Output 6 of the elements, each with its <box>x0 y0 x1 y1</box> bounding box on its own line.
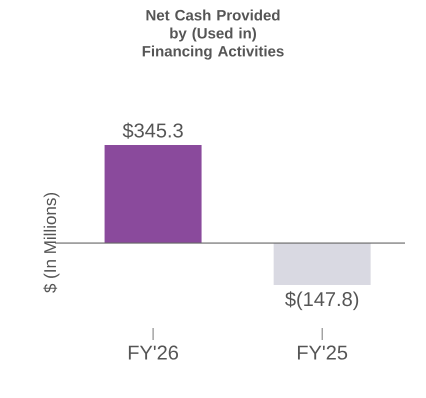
y-axis-title: $ (In Millions) <box>43 193 60 293</box>
x-tick-label: FY'26 <box>128 346 178 360</box>
x-tick-label: FY'25 <box>298 346 348 360</box>
chart-title: Net Cash Provided by (Used in) Financing Activities <box>142 10 284 60</box>
data-label: $345.3 <box>122 122 183 139</box>
data-label: $(147.8) <box>285 291 358 310</box>
